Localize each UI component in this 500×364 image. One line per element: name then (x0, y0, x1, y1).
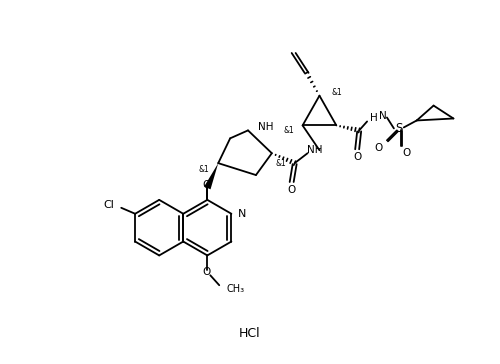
Text: CH₃: CH₃ (226, 284, 244, 294)
Text: O: O (353, 152, 362, 162)
Text: Cl: Cl (104, 200, 115, 210)
Text: N: N (238, 209, 246, 219)
Text: NH: NH (258, 122, 274, 132)
Text: N: N (379, 111, 387, 120)
Text: NH: NH (307, 145, 322, 155)
Text: O: O (402, 148, 411, 158)
Text: &1: &1 (332, 88, 342, 97)
Text: HCl: HCl (239, 327, 261, 340)
Text: O: O (202, 180, 210, 190)
Text: &1: &1 (199, 165, 209, 174)
Text: &1: &1 (284, 126, 294, 135)
Polygon shape (204, 163, 218, 189)
Text: O: O (202, 267, 210, 277)
Text: S: S (395, 122, 402, 135)
Text: &1: &1 (276, 159, 286, 168)
Text: O: O (374, 143, 382, 153)
Text: H: H (370, 114, 378, 123)
Text: O: O (288, 185, 296, 195)
